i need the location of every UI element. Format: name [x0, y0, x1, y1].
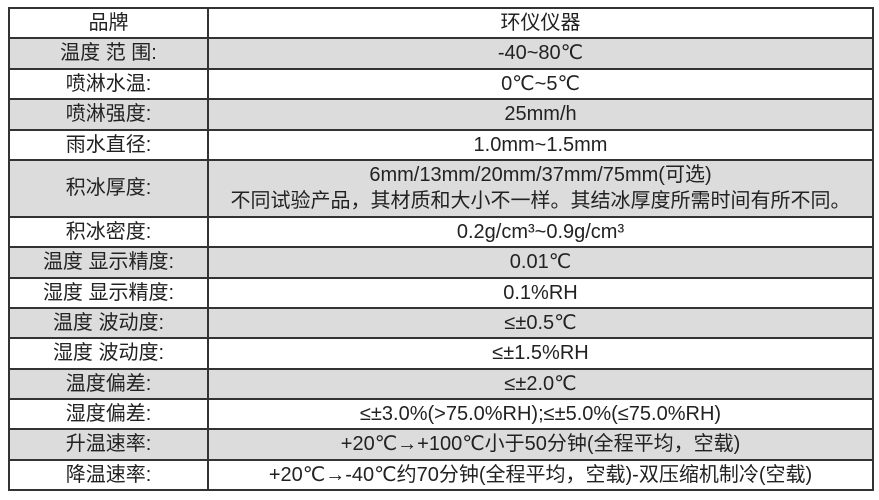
spec-row: 升温速率: +20℃→+100℃小于50分钟(全程平均，空载): [8, 428, 874, 461]
spec-value-line1: ≤±3.0%(>75.0%RH);≤±5.0%(≤75.0%RH): [359, 403, 722, 426]
spec-label: 喷淋水温:: [8, 67, 209, 101]
spec-label: 温度 显示精度:: [8, 246, 209, 279]
spec-value-line1: ≤±2.0℃: [504, 372, 577, 395]
spec-value: 25mm/h: [207, 98, 874, 131]
spec-value: 0.2g/cm³~0.9g/cm³: [207, 215, 874, 249]
spec-row: 喷淋水温: 0℃~5℃: [8, 67, 874, 101]
spec-value-line1: +20℃→+100℃小于50分钟(全程平均，空载): [340, 433, 741, 456]
spec-row: 温度 波动度: ≤±0.5℃: [8, 306, 874, 340]
spec-label: 雨水直径:: [8, 128, 209, 161]
spec-value: 1.0mm~1.5mm: [207, 128, 874, 161]
spec-value: +20℃→-40℃约70分钟(全程平均，空载)-双压缩机制冷(空载): [207, 458, 874, 492]
spec-label: 积冰密度:: [8, 215, 209, 249]
spec-row: 温度 显示精度: 0.01℃: [8, 246, 874, 279]
spec-value-line1: 0.2g/cm³~0.9g/cm³: [456, 220, 625, 243]
spec-value-line1: 1.0mm~1.5mm: [473, 133, 608, 156]
spec-row: 积冰厚度: 6mm/13mm/20mm/37mm/75mm(可选) 不同试验产品…: [8, 158, 874, 218]
spec-value: ≤±0.5℃: [207, 306, 874, 340]
spec-label: 温度偏差:: [8, 367, 209, 401]
spec-row: 温度偏差: ≤±2.0℃: [8, 367, 874, 401]
spec-value-line1: +20℃→-40℃约70分钟(全程平均，空载)-双压缩机制冷(空载): [268, 463, 813, 486]
spec-value: +20℃→+100℃小于50分钟(全程平均，空载): [207, 428, 874, 461]
spec-row: 湿度 显示精度: 0.1%RH: [8, 276, 874, 309]
spec-label: 温度 波动度:: [8, 306, 209, 340]
spec-value-line1: 0℃~5℃: [501, 72, 580, 95]
spec-value-line1: ≤±0.5℃: [504, 311, 577, 334]
spec-row: 积冰密度: 0.2g/cm³~0.9g/cm³: [8, 215, 874, 249]
spec-value: 环仪仪器: [207, 6, 874, 40]
spec-label: 喷淋强度:: [8, 98, 209, 131]
spec-value: ≤±2.0℃: [207, 367, 874, 401]
spec-row: 湿度 波动度: ≤±1.5%RH: [8, 337, 874, 370]
spec-value: ≤±1.5%RH: [207, 337, 874, 370]
spec-value-line1: 环仪仪器: [500, 12, 581, 34]
spec-value: 0.1%RH: [207, 276, 874, 309]
spec-label: 积冰厚度:: [8, 158, 209, 218]
spec-value-line1: 25mm/h: [504, 103, 577, 126]
spec-row: 品牌 环仪仪器: [8, 6, 874, 40]
spec-row: 降温速率: +20℃→-40℃约70分钟(全程平均，空载)-双压缩机制冷(空载): [8, 458, 874, 492]
spec-value: -40~80℃: [207, 37, 874, 70]
spec-value-line2: 不同试验产品，其材质和大小不一样。其结冰厚度所需时间有所不同。: [230, 190, 851, 213]
spec-label: 湿度 显示精度:: [8, 276, 209, 309]
spec-value-line1: 0.1%RH: [503, 281, 578, 304]
spec-row: 湿度偏差: ≤±3.0%(>75.0%RH);≤±5.0%(≤75.0%RH): [8, 398, 874, 431]
spec-label: 降温速率:: [8, 458, 209, 492]
spec-row: 温度 范 围: -40~80℃: [8, 37, 874, 70]
spec-value: 0℃~5℃: [207, 67, 874, 101]
spec-label: 湿度偏差:: [8, 398, 209, 431]
spec-value-line1: 6mm/13mm/20mm/37mm/75mm(可选): [369, 163, 712, 186]
spec-table: 品牌 环仪仪器 温度 范 围: -40~80℃ 喷淋水温: 0℃~5℃ 喷淋强度…: [8, 6, 874, 492]
spec-value: ≤±3.0%(>75.0%RH);≤±5.0%(≤75.0%RH): [207, 398, 874, 431]
spec-row: 喷淋强度: 25mm/h: [8, 98, 874, 131]
spec-value: 0.01℃: [207, 246, 874, 279]
spec-label: 升温速率:: [8, 428, 209, 461]
spec-value-line1: ≤±1.5%RH: [492, 342, 589, 365]
spec-value: 6mm/13mm/20mm/37mm/75mm(可选) 不同试验产品，其材质和大…: [207, 158, 874, 218]
spec-label: 湿度 波动度:: [8, 337, 209, 370]
spec-table-body: 品牌 环仪仪器 温度 范 围: -40~80℃ 喷淋水温: 0℃~5℃ 喷淋强度…: [8, 6, 874, 492]
spec-value-line1: -40~80℃: [497, 42, 584, 65]
spec-label: 温度 范 围:: [8, 37, 209, 70]
spec-row: 雨水直径: 1.0mm~1.5mm: [8, 128, 874, 161]
spec-value-line1: 0.01℃: [509, 251, 572, 274]
spec-label: 品牌: [8, 6, 209, 40]
